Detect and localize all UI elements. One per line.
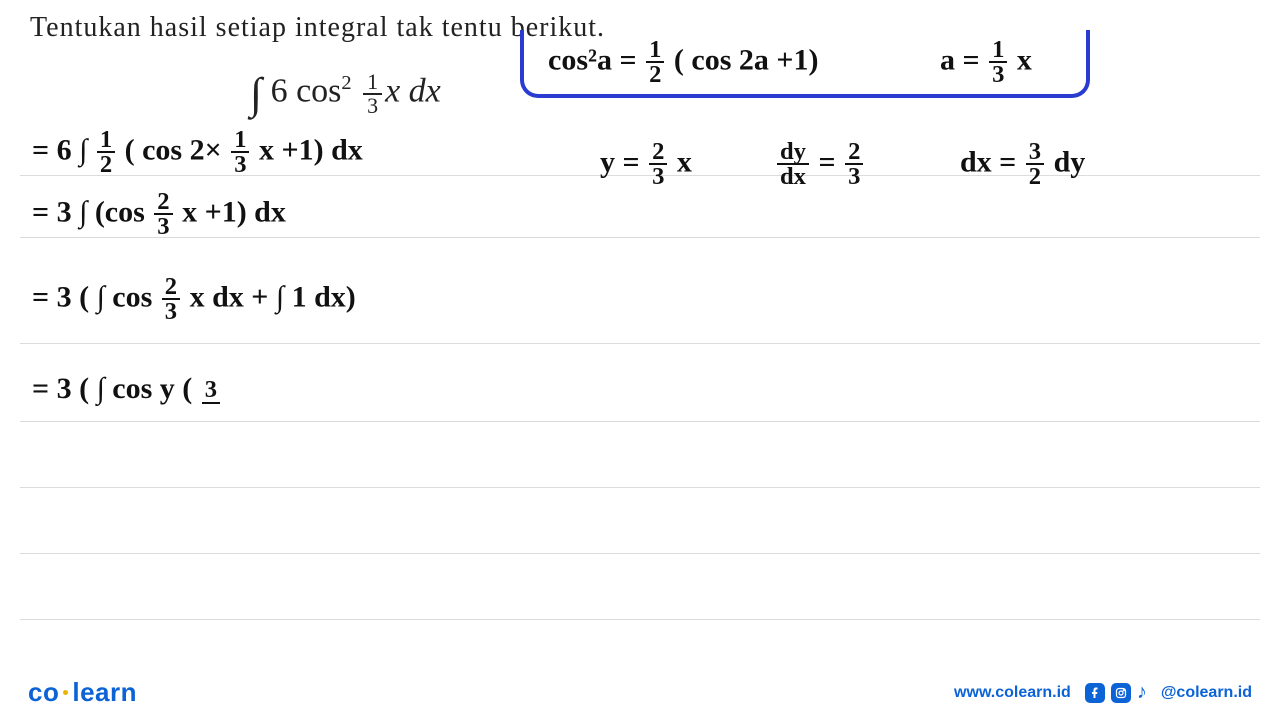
integral-power: 2	[341, 72, 351, 94]
integral-tail: x dx	[385, 72, 441, 109]
brand-right: learn	[72, 677, 137, 707]
frac-den: 3	[363, 95, 382, 117]
identity-eq2: a = 1 3 x	[940, 38, 1032, 87]
footer: colearn www.colearn.id ♪ @colearn.id	[0, 665, 1280, 720]
eq1-half: 1 2	[646, 38, 664, 87]
instagram-icon	[1111, 683, 1131, 703]
brand-left: co	[28, 677, 59, 707]
line2-frac: 2 3	[154, 190, 172, 239]
footer-url: www.colearn.id	[954, 684, 1071, 702]
rule-line	[20, 421, 1260, 422]
sub-dx: dx = 3 2 dy	[960, 140, 1085, 189]
sub-y-frac: 2 3	[649, 140, 667, 189]
social-icons: ♪	[1085, 681, 1147, 704]
work-line-1: = 6 ∫ 1 2 ( cos 2× 1 3 x +1) dx	[32, 128, 363, 177]
line1-third: 1 3	[231, 128, 249, 177]
eq2-prefix: a =	[940, 43, 980, 76]
tiktok-icon: ♪	[1137, 681, 1147, 704]
brand-dot-icon	[63, 690, 68, 695]
work-line-4: = 3 ( ∫ cos y ( 3	[32, 372, 222, 406]
line1-half: 1 2	[97, 128, 115, 177]
sub-dx-frac: 3 2	[1026, 140, 1044, 189]
integral-prefix: 6 cos	[271, 72, 342, 109]
eq1-rest: ( cos 2a +1)	[674, 43, 819, 76]
brand-logo: colearn	[28, 677, 137, 708]
rule-line	[20, 487, 1260, 488]
eq1-left: cos²a =	[548, 43, 637, 76]
sub-dy-lhs: dy dx	[777, 140, 809, 189]
work-line-2: = 3 ∫ (cos 2 3 x +1) dx	[32, 190, 286, 239]
identity-eq1: cos²a = 1 2 ( cos 2a +1)	[548, 38, 818, 87]
sub-y: y = 2 3 x	[600, 140, 692, 189]
footer-right: www.colearn.id ♪ @colearn.id	[954, 681, 1252, 704]
sub-dy-rhs: 2 3	[845, 140, 863, 189]
facebook-icon	[1085, 683, 1105, 703]
rule-line	[20, 343, 1260, 344]
printed-integral: ∫ 6 cos2 1 3 x dx	[250, 68, 441, 119]
integral-fraction: 1 3	[363, 71, 382, 117]
footer-handle: @colearn.id	[1161, 684, 1252, 702]
sub-dydx: dy dx = 2 3	[775, 140, 865, 189]
eq2-tail: x	[1017, 43, 1032, 76]
eq2-frac: 1 3	[989, 38, 1007, 87]
work-line-3: = 3 ( ∫ cos 2 3 x dx + ∫ 1 dx)	[32, 275, 356, 324]
line3-frac: 2 3	[162, 275, 180, 324]
rule-line	[20, 619, 1260, 620]
frac-num: 1	[363, 71, 382, 95]
rule-line	[20, 553, 1260, 554]
line4-frac: 3	[202, 378, 220, 403]
